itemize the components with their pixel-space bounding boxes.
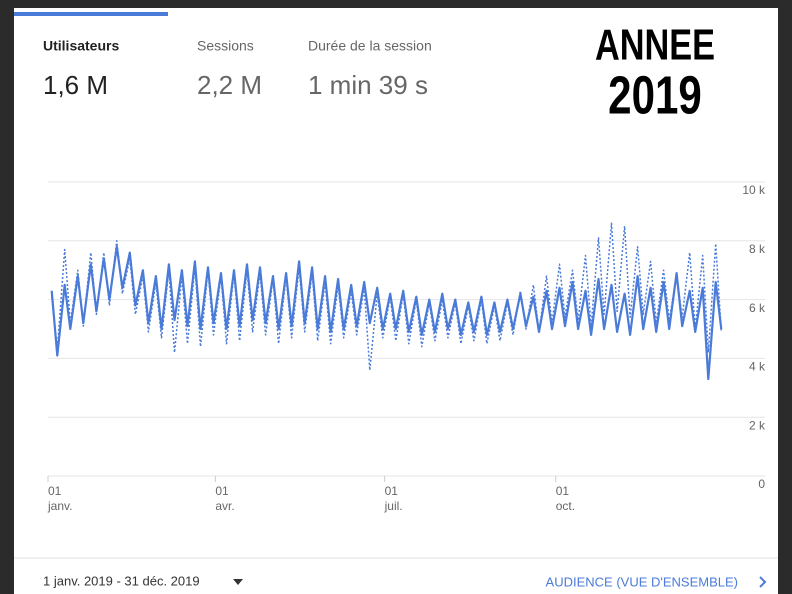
- dropdown-arrow: [233, 579, 243, 585]
- chevron: [759, 576, 767, 588]
- report-link[interactable]: AUDIENCE (VUE D'ENSEMBLE): [546, 574, 767, 589]
- x-tick-label: 01 juil.: [384, 484, 403, 513]
- y-tick-label: 4 k: [749, 360, 766, 374]
- metric-label: Durée de la session: [308, 38, 432, 54]
- metric-value: 1,6 M: [43, 70, 108, 100]
- y-tick-label: 6 k: [749, 301, 766, 315]
- x-tick-label: 01 oct.: [556, 484, 575, 513]
- metric-value: 2,2 M: [197, 70, 262, 100]
- metric-value: 1 min 39 s: [308, 70, 428, 100]
- date-picker[interactable]: 1 janv. 2019 - 31 déc. 2019: [43, 573, 243, 588]
- metric-tab[interactable]: Sessions 2,2 M: [197, 38, 262, 100]
- active-tab-bar: [14, 12, 168, 16]
- metric-label: Utilisateurs: [43, 38, 119, 54]
- x-tick-label: 01 janv.: [47, 484, 72, 513]
- date-range: 1 janv. 2019 - 31 déc. 2019: [43, 573, 200, 588]
- plot: 0 2 k 4 k 6 k 8 k 10 k 01 janv. 01 avr. 01 juil. 01 o…: [47, 181, 766, 513]
- badge: ANNEE 2019: [595, 21, 715, 126]
- metric-label: Sessions: [197, 38, 254, 54]
- x-tick-label: 01 avr.: [215, 484, 234, 513]
- series-line: [50, 245, 723, 381]
- card: [14, 8, 778, 594]
- metric-tab[interactable]: Durée de la session 1 min 39 s: [308, 38, 432, 100]
- badge-line: ANNEE: [595, 21, 715, 70]
- series-line: [50, 222, 723, 371]
- metric-tab[interactable]: Utilisateurs 1,6 M: [43, 38, 119, 100]
- y-tick-label: 10 k: [742, 183, 766, 197]
- badge-line: 2019: [608, 65, 702, 125]
- y-tick-label: 8 k: [749, 242, 766, 256]
- y-tick-label: 2 k: [749, 418, 766, 432]
- link-text: AUDIENCE (VUE D'ENSEMBLE): [546, 574, 738, 589]
- y-tick-label: 0: [758, 477, 765, 491]
